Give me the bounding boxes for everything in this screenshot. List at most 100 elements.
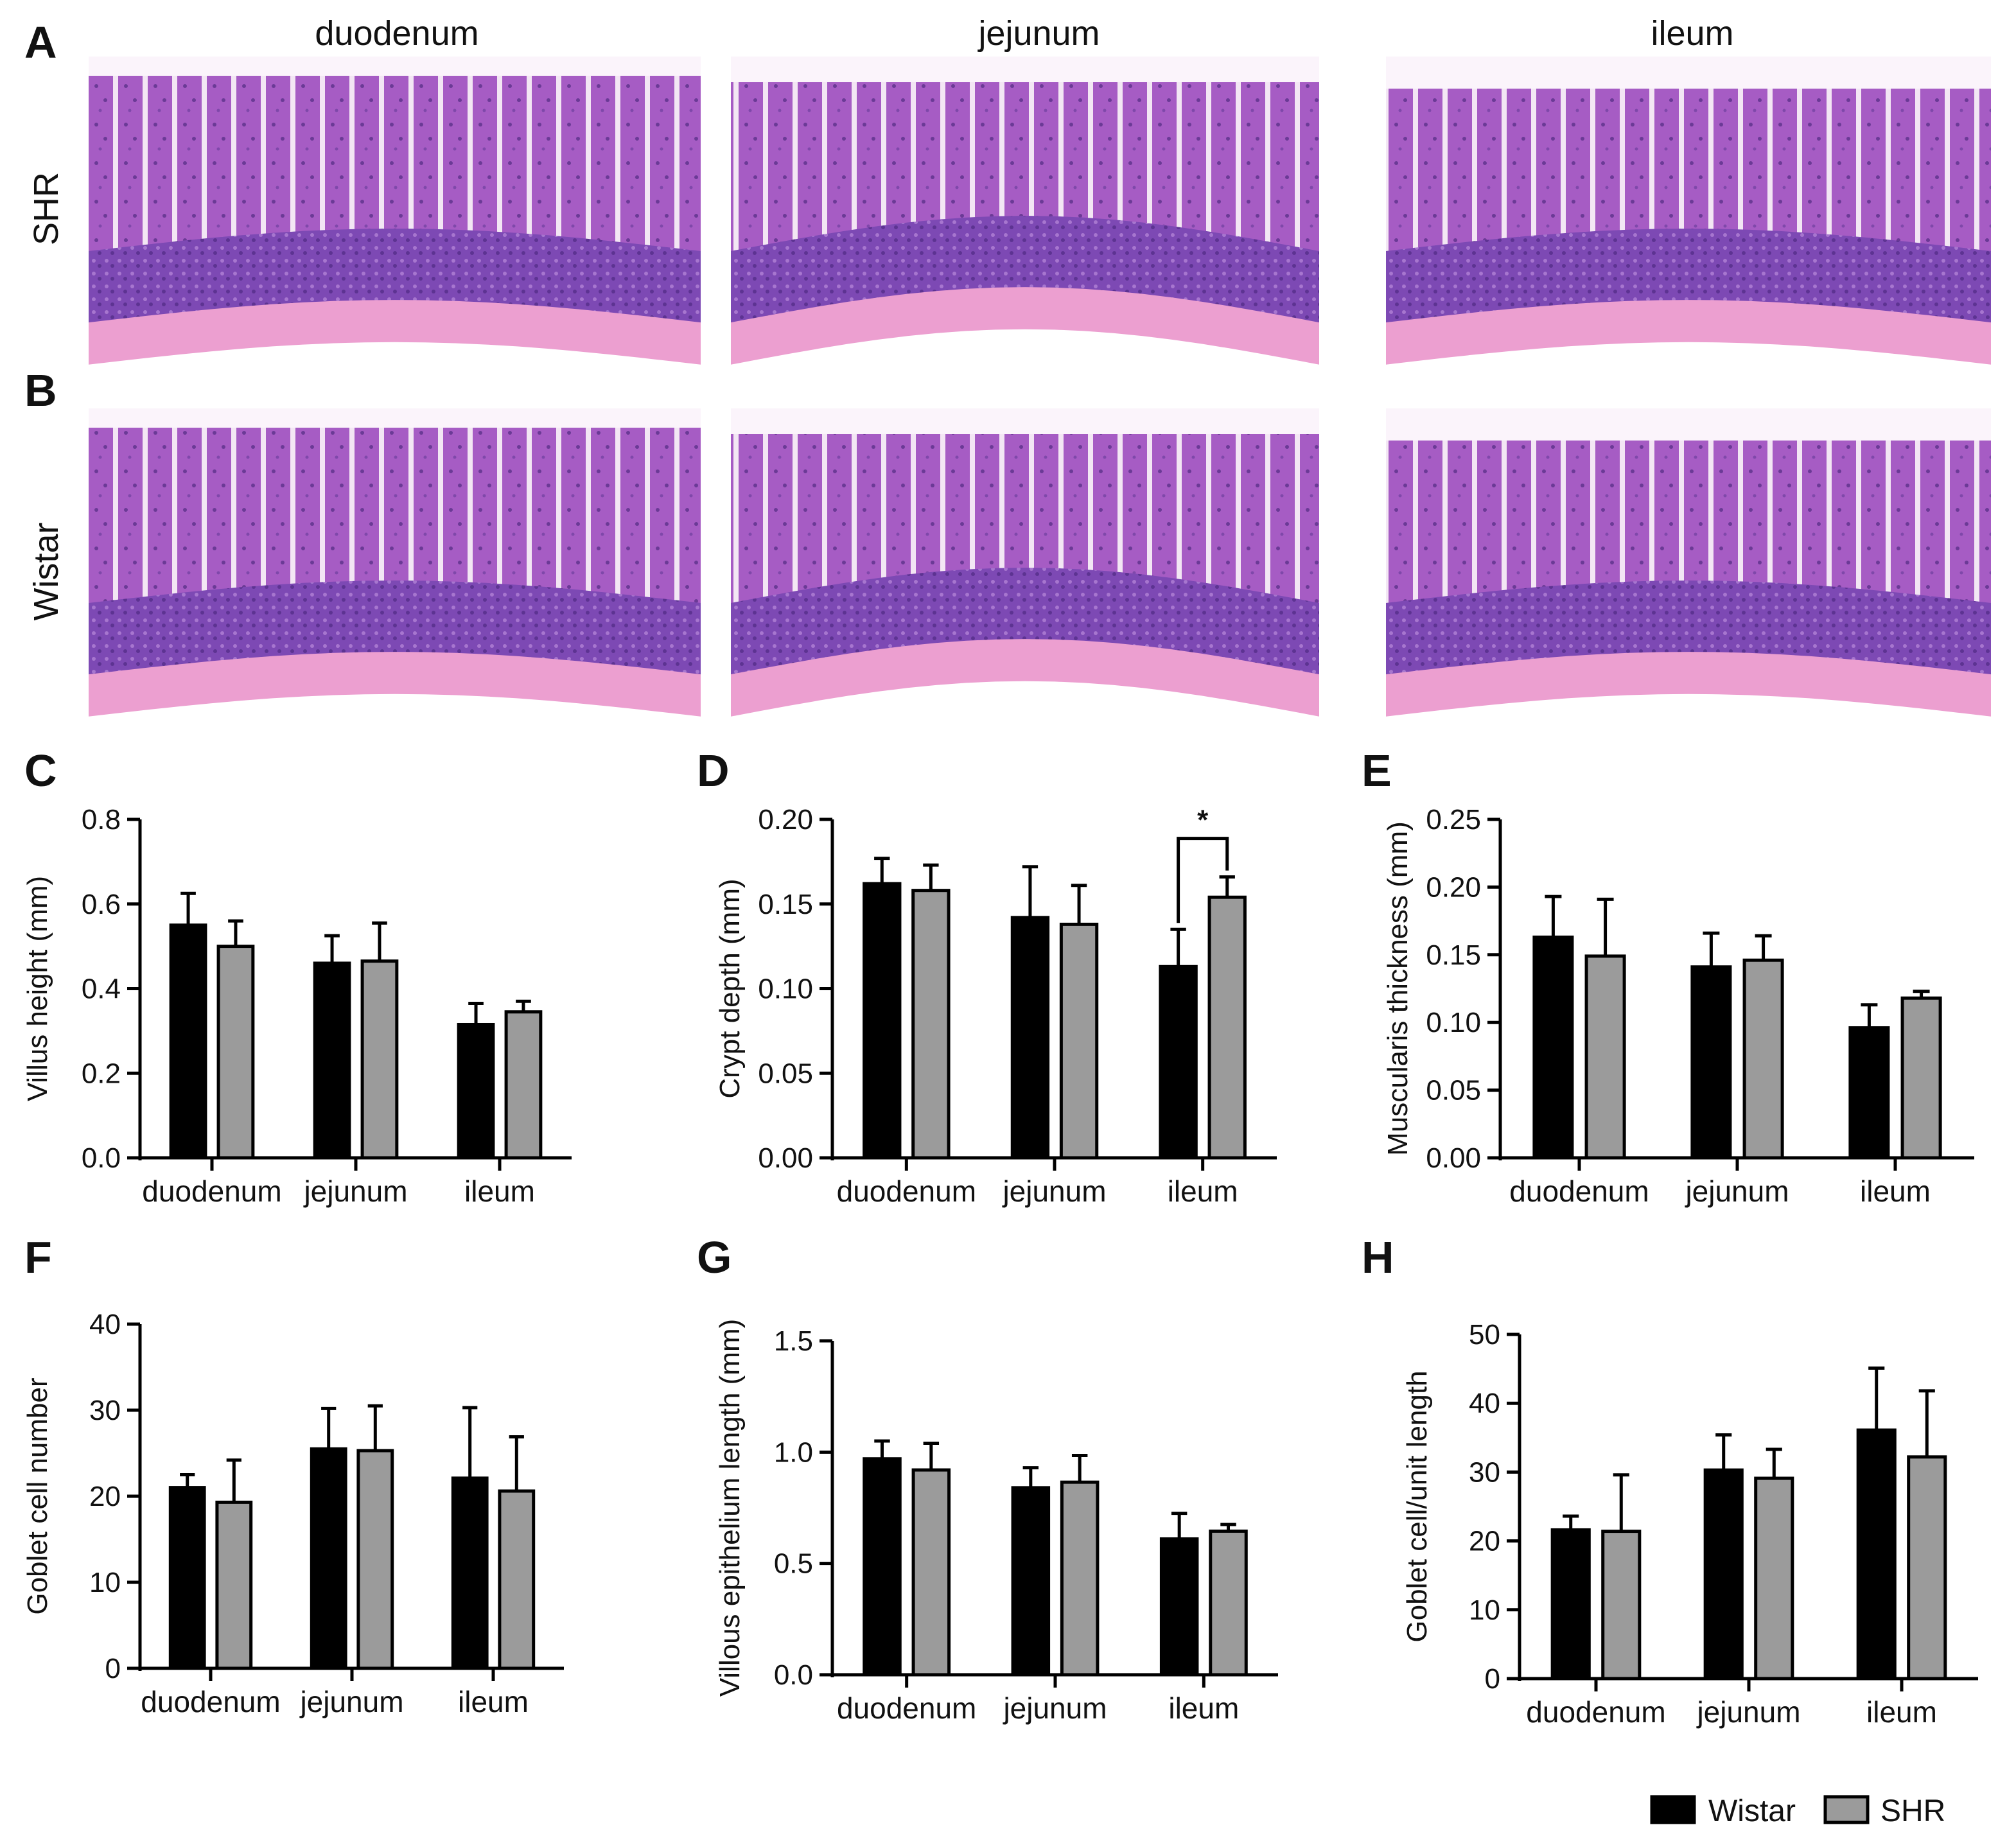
col-title-jejunum: jejunum (977, 14, 1100, 53)
bar-shr-ileum (1207, 895, 1247, 1160)
y-tick-label: 20 (1469, 1526, 1500, 1557)
y-tick-label: 0.6 (82, 889, 121, 920)
panel-label-a: A (24, 17, 57, 67)
bar-wistar-ileum (1159, 965, 1198, 1160)
legend-label-shr: SHR (1880, 1794, 1945, 1828)
panel-label-d: D (697, 746, 730, 796)
bar-shr-duodenum (1601, 1530, 1642, 1681)
y-axis-label: Villous epithelium length (mm) (714, 1319, 746, 1697)
legend-label-wistar: Wistar (1708, 1794, 1796, 1828)
bar-wistar-duodenum (168, 1486, 206, 1670)
y-tick-label: 0.20 (758, 804, 813, 835)
bar-wistar-duodenum (169, 923, 207, 1160)
bar-shr-ileum (504, 1010, 543, 1160)
bar-shr-jejunum (356, 1449, 394, 1670)
chart-c: 0.0 0.2 0.4 0.6 0.8 Villus height (mm) duodenu… (22, 804, 572, 1208)
y-tick-label: 40 (1469, 1388, 1500, 1419)
histology-shr-jejunum (731, 57, 1319, 381)
y-axis-label: Villus height (mm) (22, 876, 53, 1101)
x-tick-label: ileum (464, 1175, 535, 1208)
bar-shr-duodenum (216, 945, 255, 1160)
y-tick-label: 30 (89, 1395, 121, 1426)
y-tick-label: 0.4 (82, 974, 121, 1005)
y-tick-label: 1.0 (774, 1437, 813, 1468)
histology-shr-duodenum (89, 57, 701, 381)
panel-label-h: H (1362, 1232, 1394, 1282)
panel-label-g: G (697, 1232, 732, 1282)
x-tick-label: ileum (1168, 1175, 1238, 1208)
panel-label-b: B (24, 365, 57, 415)
histology-wistar-duodenum (89, 408, 701, 733)
bar-wistar-ileum (1848, 1026, 1890, 1160)
bar-wistar-duodenum (1532, 935, 1574, 1160)
y-tick-label: 0.8 (82, 804, 121, 835)
bar-shr-ileum (1209, 1529, 1248, 1677)
y-axis-label: Goblet cell number (22, 1377, 53, 1614)
bar-wistar-ileum (457, 1022, 495, 1160)
bar-wistar-jejunum (313, 961, 351, 1160)
bar-wistar-ileum (1159, 1537, 1199, 1677)
x-tick-label: duodenum (1526, 1695, 1665, 1729)
bar-shr-duodenum (911, 1468, 951, 1677)
legend: Wistar SHR (1650, 1794, 1945, 1828)
bar-shr-ileum (1900, 996, 1942, 1160)
y-tick-label: 0.2 (82, 1058, 121, 1089)
y-tick-label: 0.25 (1426, 804, 1481, 835)
y-tick-label: 0.10 (1426, 1007, 1481, 1038)
y-tick-label: 30 (1469, 1456, 1500, 1488)
significance-marker: * (1197, 805, 1209, 836)
bar-shr-jejunum (1754, 1476, 1794, 1681)
x-tick-label: jejunum (302, 1175, 407, 1208)
panel-label-f: F (24, 1232, 52, 1282)
col-title-ileum: ileum (1651, 14, 1733, 53)
x-tick-label: duodenum (141, 1685, 280, 1718)
significance-bracket (1177, 837, 1229, 923)
bar-wistar-jejunum (1010, 916, 1050, 1160)
histology-wistar-ileum (1386, 408, 1991, 733)
bar-shr-ileum (498, 1489, 536, 1670)
bar-shr-ileum (1907, 1455, 1947, 1681)
x-tick-label: duodenum (837, 1691, 976, 1725)
col-title-duodenum: duodenum (315, 14, 478, 53)
bar-wistar-duodenum (863, 1457, 902, 1677)
y-tick-label: 0 (105, 1653, 121, 1684)
histology-images (89, 57, 1991, 733)
y-tick-label: 50 (1469, 1319, 1500, 1350)
histology-wistar-jejunum (731, 408, 1319, 733)
legend-swatch-shr (1823, 1795, 1870, 1824)
y-tick-label: 0.00 (1426, 1142, 1481, 1174)
y-tick-label: 40 (89, 1309, 121, 1340)
legend-swatch-wistar (1650, 1795, 1696, 1824)
x-tick-label: jejunum (1684, 1175, 1789, 1208)
bar-shr-duodenum (1584, 954, 1626, 1160)
bar-shr-jejunum (1060, 1480, 1100, 1677)
y-tick-label: 0.05 (758, 1058, 813, 1089)
x-tick-label: jejunum (1002, 1691, 1107, 1725)
y-tick-label: 0.15 (758, 889, 813, 920)
bar-shr-jejunum (1059, 922, 1099, 1160)
y-tick-label: 0.05 (1426, 1075, 1481, 1106)
chart-g: 0.0 0.5 1.0 1.5 Villous epithelium length (m… (714, 1319, 1278, 1725)
y-tick-label: 0.0 (82, 1142, 121, 1174)
row-label-shr: SHR (27, 172, 66, 245)
panel-label-e: E (1362, 746, 1392, 796)
y-tick-label: 10 (89, 1567, 121, 1598)
bar-wistar-jejunum (1703, 1468, 1744, 1681)
y-tick-label: 1.5 (774, 1325, 813, 1357)
y-tick-label: 20 (89, 1481, 121, 1512)
y-tick-label: 0 (1485, 1663, 1500, 1695)
x-tick-label: jejunum (299, 1685, 403, 1718)
row-label-wistar: Wistar (27, 522, 66, 620)
bar-wistar-jejunum (310, 1447, 347, 1670)
chart-e: 0.00 0.05 0.10 0.15 0.20 0.25 Muscularis thick… (1382, 804, 1974, 1208)
x-tick-label: duodenum (142, 1175, 281, 1208)
bar-wistar-ileum (1856, 1428, 1897, 1681)
histology-shr-ileum (1386, 57, 1991, 381)
x-tick-label: jejunum (1696, 1695, 1800, 1729)
y-axis-label: Goblet cell/unit length (1401, 1370, 1433, 1642)
bar-wistar-duodenum (1550, 1528, 1591, 1681)
y-tick-label: 0.15 (1426, 939, 1481, 971)
x-tick-label: ileum (1168, 1691, 1239, 1725)
bar-wistar-jejunum (1690, 965, 1732, 1160)
y-tick-label: 0.0 (774, 1659, 813, 1691)
